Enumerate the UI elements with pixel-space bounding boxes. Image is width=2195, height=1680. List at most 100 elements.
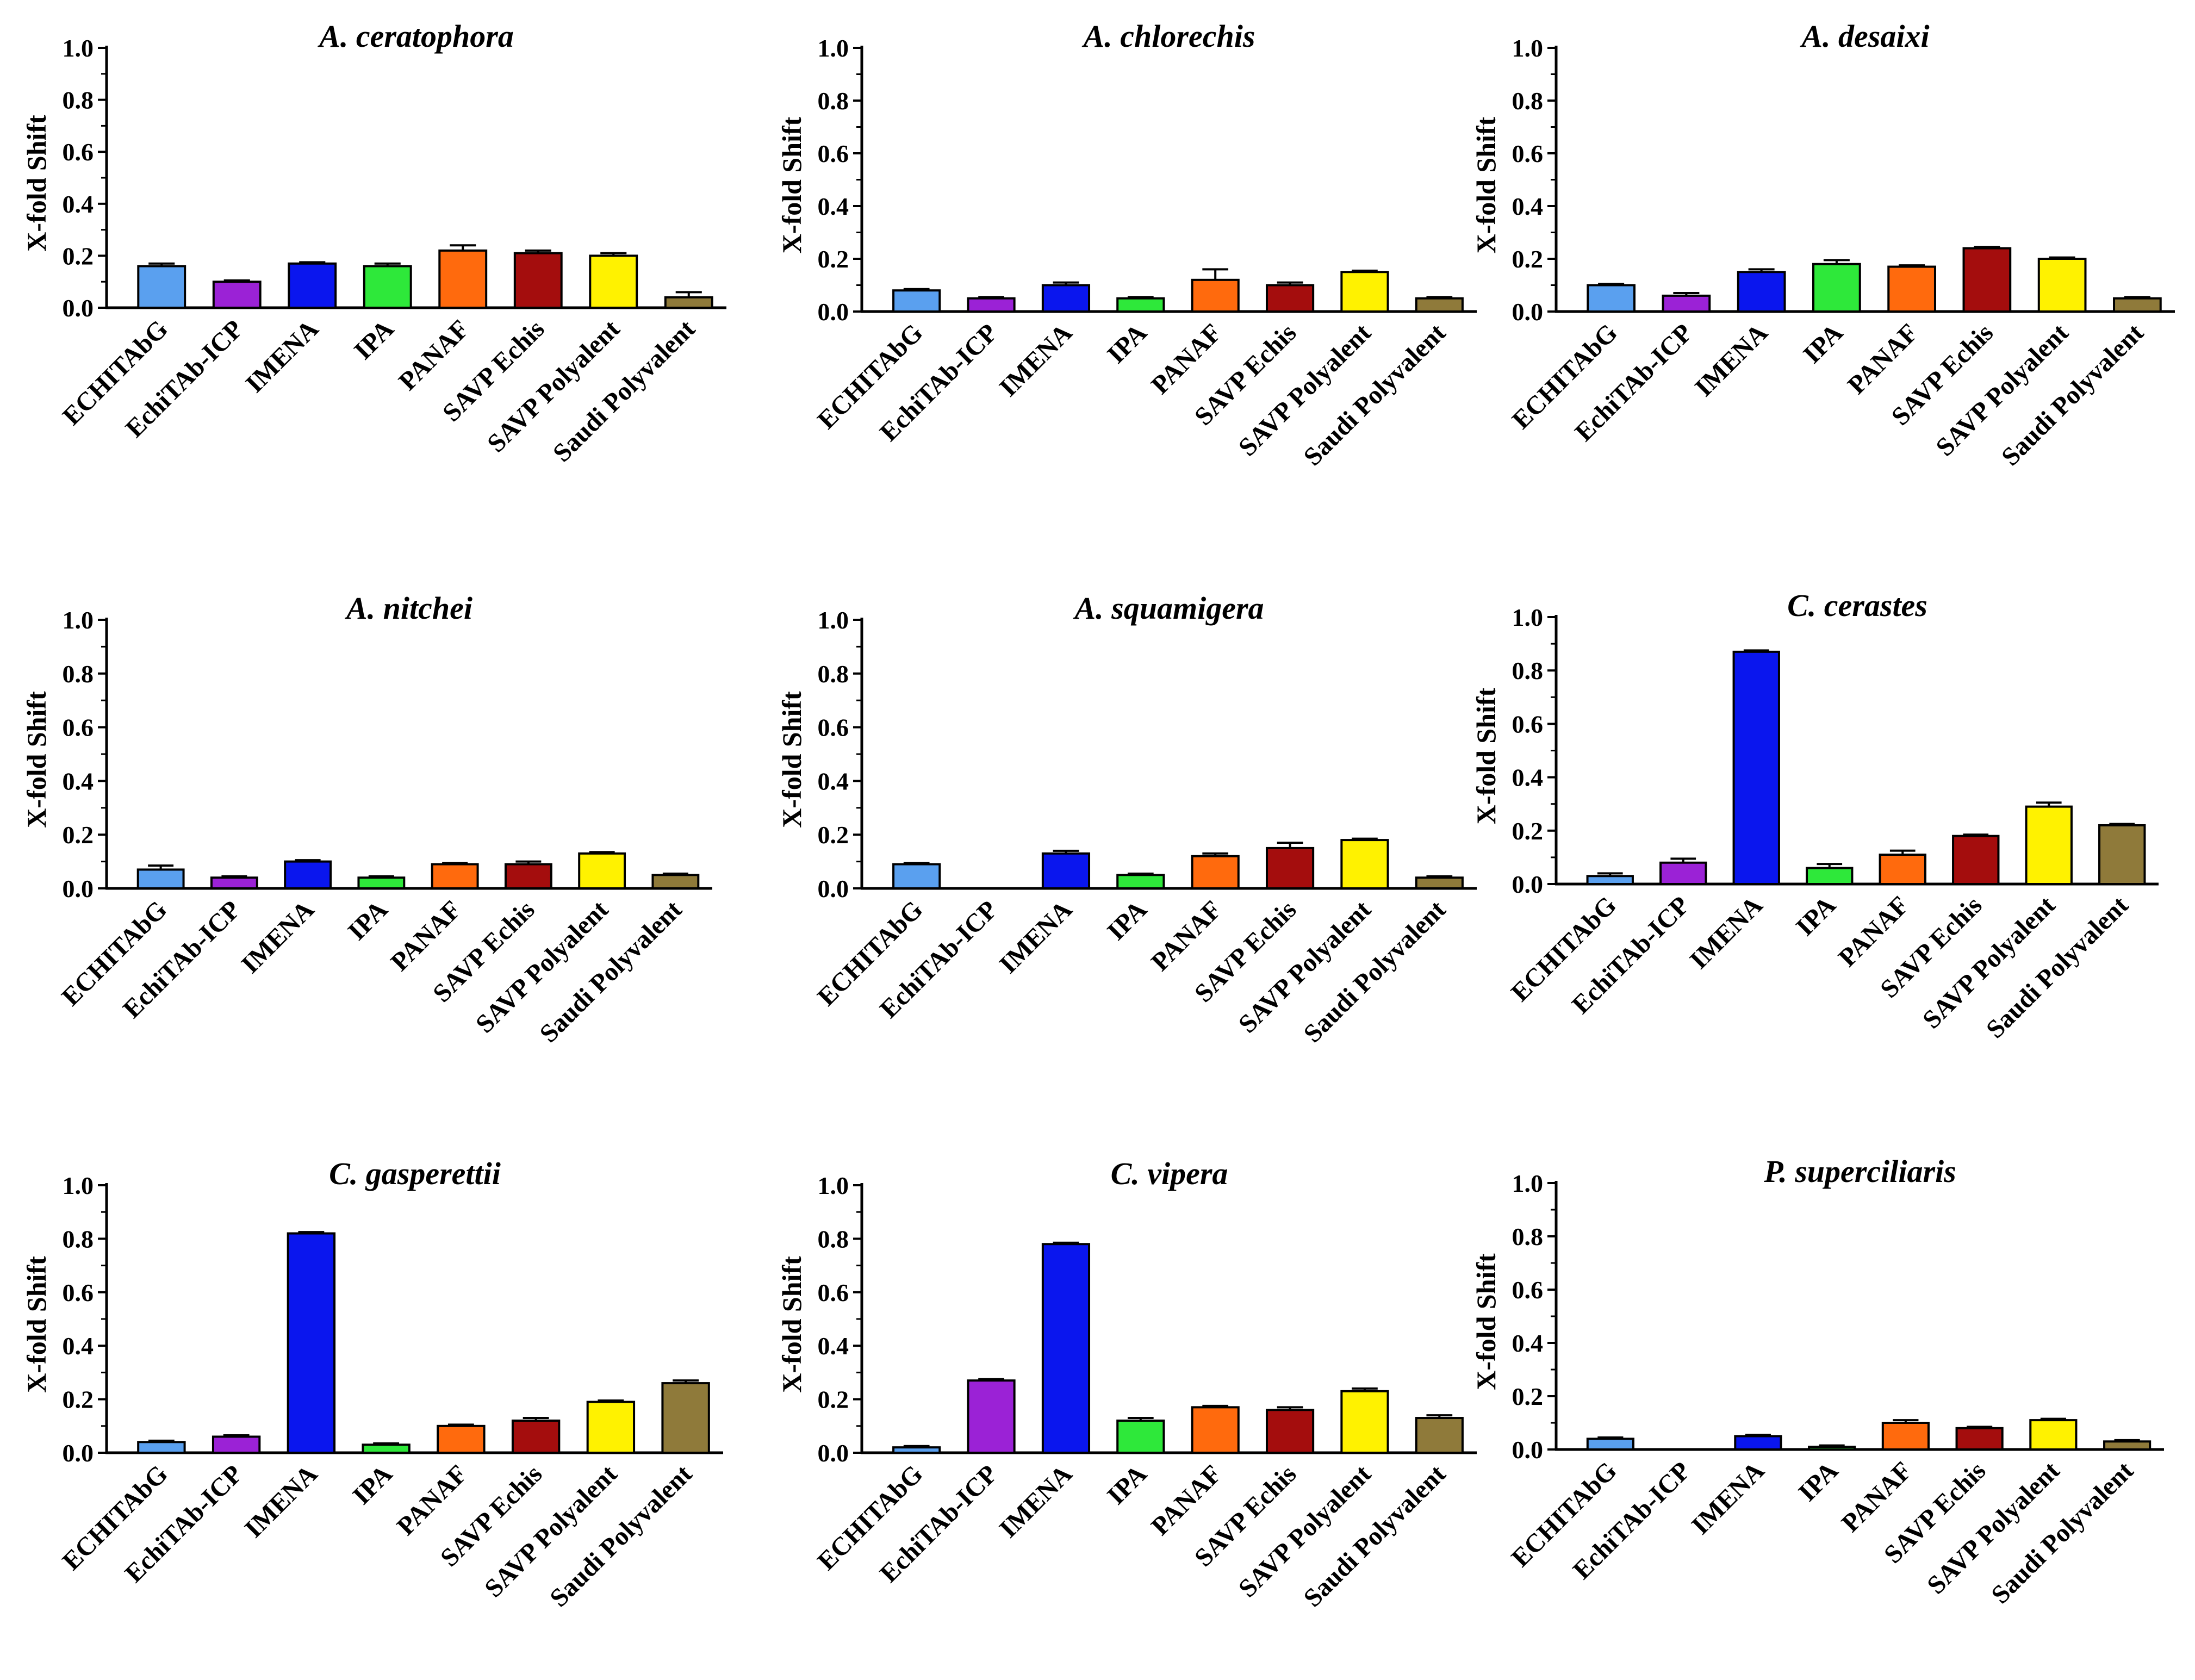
bar	[1586, 1438, 1634, 1451]
category-label: IPA	[1793, 1456, 1844, 1507]
y-axis-title: X-fold Shift	[1471, 1253, 1501, 1390]
bar	[513, 252, 563, 309]
bar	[1662, 294, 1711, 313]
y-tick-label: 1.0	[818, 1172, 849, 1199]
y-tick-label: 1.0	[63, 606, 94, 634]
y-tick-label: 0.4	[1512, 192, 1544, 220]
bar	[1887, 265, 1936, 313]
y-tick-label: 0.0	[818, 298, 849, 326]
y-tick-label: 1.0	[63, 1172, 94, 1199]
bar	[2025, 805, 2073, 885]
category-label: IMENA	[240, 314, 325, 399]
bar	[1191, 855, 1240, 889]
bar	[967, 297, 1016, 313]
y-tick-label: 0.6	[63, 714, 94, 742]
y-tick-label: 0.8	[63, 660, 94, 688]
bar	[1734, 1435, 1782, 1451]
chart-title: C. vipera	[1111, 1156, 1228, 1191]
bar	[212, 281, 262, 309]
y-tick-label: 0.2	[818, 1386, 849, 1414]
y-tick-label: 0.4	[63, 190, 94, 218]
y-tick-label: 0.0	[63, 294, 94, 322]
category-label: IPA	[349, 314, 400, 365]
bar	[1806, 867, 1854, 886]
chart-panel-9: P. superciliaris X-fold Shift 0.0 0.2 0.4 0.6…	[1471, 1154, 2164, 1609]
y-axis-title: X-fold Shift	[21, 691, 52, 828]
chart-title: A. desaixi	[1800, 18, 1929, 54]
y-tick-label: 1.0	[1512, 603, 1544, 631]
y-tick-label: 0.8	[63, 86, 94, 114]
bar	[1415, 876, 1464, 889]
y-tick-label: 0.0	[63, 1439, 94, 1467]
category-label: Saudi Polyvalent	[1298, 318, 1451, 471]
bar	[664, 296, 713, 309]
category-label: IPA	[1102, 1459, 1153, 1510]
bar	[438, 249, 488, 309]
bar	[1116, 297, 1165, 313]
bar	[1808, 1446, 1856, 1451]
bar	[210, 876, 258, 889]
y-axis-title: X-fold Shift	[21, 1256, 52, 1393]
category-label: SAVP Polyalent	[1930, 318, 2074, 462]
category-label: IPA	[343, 895, 394, 946]
y-axis-title: X-fold Shift	[776, 1256, 807, 1393]
bar	[212, 1435, 261, 1454]
category-label: IPA	[1798, 318, 1849, 369]
y-axis-title: X-fold Shift	[1471, 687, 1501, 824]
bar	[1415, 297, 1464, 313]
category-label: IMENA	[1689, 318, 1774, 402]
y-tick-label: 0.2	[63, 821, 94, 849]
bar	[504, 863, 552, 890]
bar	[431, 863, 479, 890]
bar	[1955, 1427, 2004, 1451]
y-tick-label: 0.4	[1512, 1329, 1544, 1357]
y-tick-label: 0.2	[63, 242, 94, 270]
bar	[2037, 258, 2087, 313]
bar	[1415, 1417, 1464, 1454]
bar	[1340, 271, 1389, 313]
bar	[2103, 1440, 2152, 1451]
category-label: SAVP Polyalent	[1233, 1459, 1377, 1603]
y-tick-label: 0.6	[63, 1279, 94, 1306]
y-tick-label: 0.6	[818, 1279, 849, 1306]
y-tick-label: 0.0	[1512, 298, 1544, 326]
bar	[2098, 824, 2146, 885]
y-tick-label: 1.0	[818, 606, 849, 634]
chart-panel-5: A. squamigera X-fold Shift 0.0 0.2 0.4 0.6 0.8…	[776, 590, 1477, 1048]
bar	[1191, 278, 1240, 313]
bar	[1732, 650, 1780, 885]
category-label: IMENA	[994, 318, 1078, 402]
y-tick-label: 0.2	[818, 821, 849, 849]
y-tick-label: 0.0	[1512, 870, 1544, 898]
bar	[437, 1424, 486, 1454]
bar	[892, 289, 941, 313]
y-tick-label: 0.8	[1512, 1223, 1544, 1250]
chart-panel-2: A. chlorechis X-fold Shift 0.0 0.2 0.4 0.6 0.8…	[776, 18, 1477, 471]
bar	[2029, 1419, 2078, 1451]
y-tick-label: 1.0	[818, 34, 849, 62]
chart-panel-6: C. cerastes X-fold Shift 0.0 0.2 0.4 0.6 0.8 1.…	[1471, 588, 2159, 1044]
chart-title: P. superciliaris	[1763, 1154, 1956, 1189]
category-label: IPA	[347, 1459, 398, 1510]
bar	[136, 868, 185, 890]
y-tick-label: 0.4	[818, 767, 849, 795]
bar	[1879, 853, 1926, 885]
bar	[363, 265, 412, 309]
category-label: IPA	[1102, 318, 1153, 369]
bar	[589, 254, 638, 309]
y-tick-label: 0.6	[818, 140, 849, 167]
bar	[892, 1446, 941, 1454]
category-label: IMENA	[994, 895, 1078, 979]
y-tick-label: 0.2	[63, 1386, 94, 1414]
chart-panel-4: A. nitchei X-fold Shift 0.0 0.2 0.4 0.6 0.8 1.0…	[21, 590, 712, 1048]
bar	[1737, 271, 1786, 313]
y-tick-label: 0.0	[63, 875, 94, 903]
bar	[1586, 875, 1634, 886]
bar	[1265, 1409, 1315, 1454]
chart-title: A. squamigera	[1073, 590, 1264, 626]
chart-title: A. chlorechis	[1082, 18, 1255, 54]
chart-title: A. ceratophora	[318, 18, 514, 54]
bar	[892, 863, 941, 890]
bar	[586, 1401, 636, 1454]
